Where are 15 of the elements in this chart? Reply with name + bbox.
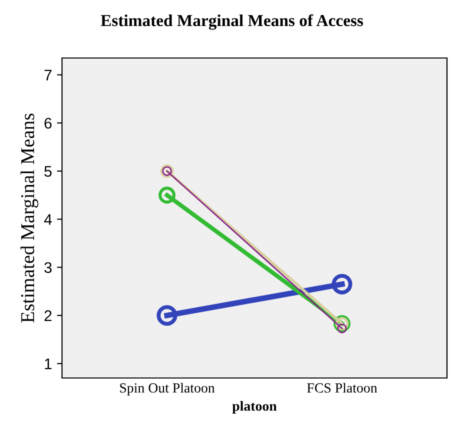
x-axis-title: platoon bbox=[232, 401, 277, 414]
y-tick-label: 4 bbox=[44, 214, 52, 225]
y-tick-label: 7 bbox=[44, 70, 52, 80]
y-tick-label: 6 bbox=[44, 118, 52, 129]
y-tick-label: 5 bbox=[44, 166, 52, 177]
y-tick-label: 3 bbox=[44, 262, 52, 274]
point bbox=[158, 186, 176, 204]
chart-title: Estimated Marginal Means of Access bbox=[100, 14, 364, 30]
x-tick-label: Spin Out Platoon bbox=[120, 382, 215, 396]
point bbox=[332, 274, 352, 294]
y-axis-title: Estimated Marginal Means bbox=[20, 114, 38, 323]
point bbox=[156, 305, 178, 326]
x-tick-label: FCS Platoon bbox=[307, 382, 378, 393]
y-tick-label: 2 bbox=[44, 310, 52, 321]
y-tick-label: 1 bbox=[44, 358, 52, 370]
